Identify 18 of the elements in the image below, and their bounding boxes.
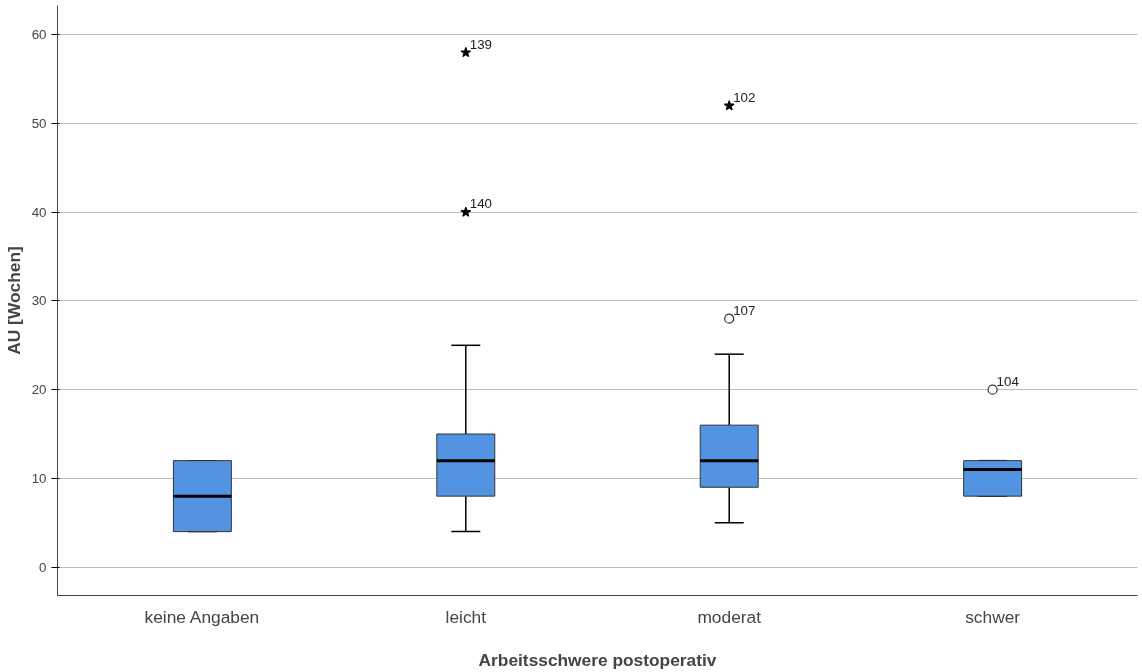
annotation: 102	[733, 89, 756, 105]
x-tick-label: keine Angaben	[144, 606, 260, 627]
x-axis-title: Arbeitsschwere postoperativ	[478, 649, 717, 670]
y-tick-label: 0	[39, 559, 47, 575]
annotation: 104	[996, 373, 1020, 389]
y-tick-label: 50	[31, 116, 47, 131]
y-tick-label: 40	[31, 204, 47, 220]
y-axis-title: AU [Wochen]	[3, 246, 24, 355]
x-tick-label: moderat	[697, 606, 762, 627]
annotation: 139	[469, 36, 493, 52]
annotation: 107	[733, 302, 756, 318]
y-tick-label: 60	[31, 27, 47, 43]
y-tick-label: 20	[31, 382, 47, 398]
x-tick-label: leicht	[445, 606, 487, 627]
y-tick-label: 10	[31, 470, 47, 486]
annotation: 140	[469, 196, 493, 212]
y-tick-label: 30	[31, 293, 47, 309]
x-tick-label: schwer	[965, 606, 1021, 627]
